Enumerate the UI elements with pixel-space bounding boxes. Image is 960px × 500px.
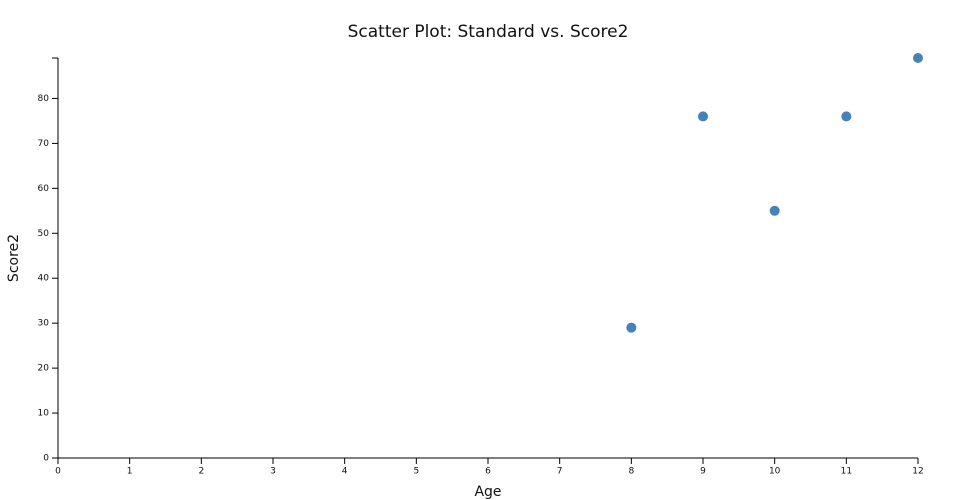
x-tick-label: 2 — [198, 467, 204, 477]
x-tick-label: 9 — [700, 467, 706, 477]
y-axis-label: Score2 — [6, 234, 22, 282]
x-tick-label: 5 — [413, 467, 419, 477]
x-tick-label: 0 — [55, 467, 61, 477]
x-tick-label: 3 — [270, 467, 276, 477]
y-tick-label: 20 — [38, 364, 50, 374]
y-tick-label: 0 — [43, 454, 49, 464]
point — [769, 205, 780, 216]
x-tick-label: 6 — [485, 467, 491, 477]
x-tick-label: 7 — [557, 467, 563, 477]
y-tick-label: 70 — [38, 139, 50, 149]
point — [626, 322, 637, 333]
point — [841, 111, 852, 122]
chart-title: Scatter Plot: Standard vs. Score2 — [348, 22, 629, 42]
x-tick-label: 10 — [769, 467, 781, 477]
point — [698, 111, 708, 122]
y-tick-label: 50 — [38, 229, 50, 239]
x-tick-label: 1 — [127, 467, 133, 477]
x-axis-label: Age — [474, 484, 501, 500]
y-tick-label: 60 — [38, 184, 50, 194]
y-tick-label: 80 — [38, 94, 50, 104]
y-tick-label: 10 — [38, 409, 50, 419]
x-tick-label: 4 — [342, 467, 348, 477]
x-tick-label: 11 — [841, 467, 852, 477]
x-tick-label: 12 — [912, 467, 923, 477]
y-tick-label: 30 — [38, 319, 50, 329]
x-tick-label: 8 — [628, 467, 634, 477]
point — [913, 53, 923, 63]
y-tick-label: 40 — [38, 274, 50, 284]
